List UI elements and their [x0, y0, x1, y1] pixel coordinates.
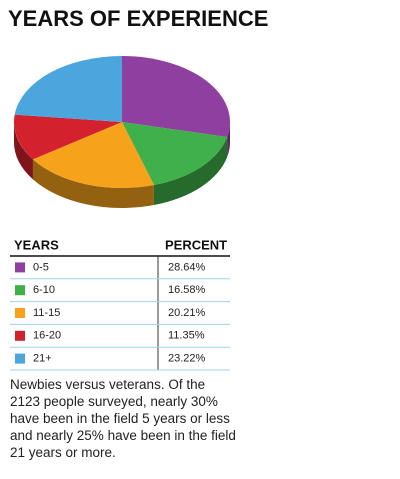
legend-label: 16-20 — [33, 330, 61, 342]
slice — [13, 114, 123, 160]
legend-swatch — [15, 308, 25, 318]
value-label: 20.21% — [168, 307, 206, 319]
legend-label: 6-10 — [33, 284, 55, 296]
legend-swatch — [15, 353, 25, 364]
legend-swatch — [15, 285, 25, 296]
slice-side — [153, 136, 228, 206]
column-header: PERCENT — [165, 237, 227, 252]
value-label: 11.35% — [168, 330, 205, 342]
legend-label: 21+ — [33, 353, 52, 365]
legend-swatch — [15, 262, 25, 273]
caption: Newbies versus veterans. Of the 2123 peo… — [10, 377, 236, 460]
legend-swatch — [15, 330, 25, 341]
legend-label: 11-15 — [33, 307, 60, 319]
chart: YEARS OF EXPERIENCE YEARS PERCENT 0-5 28.… — [8, 6, 268, 371]
slice — [122, 122, 228, 186]
value-label: 28.64% — [168, 261, 206, 273]
column-header: YEARS — [14, 237, 59, 252]
slice-side — [14, 122, 33, 180]
slice-side — [32, 159, 154, 208]
slice — [122, 56, 230, 137]
slice-side — [227, 122, 230, 157]
value-label: 16.58% — [168, 284, 206, 296]
value-label: 23.22% — [168, 353, 206, 365]
legend-label: 0-5 — [33, 261, 49, 273]
chart-title: YEARS OF EXPERIENCE — [8, 6, 268, 31]
slice — [32, 122, 154, 188]
slice — [14, 55, 123, 122]
